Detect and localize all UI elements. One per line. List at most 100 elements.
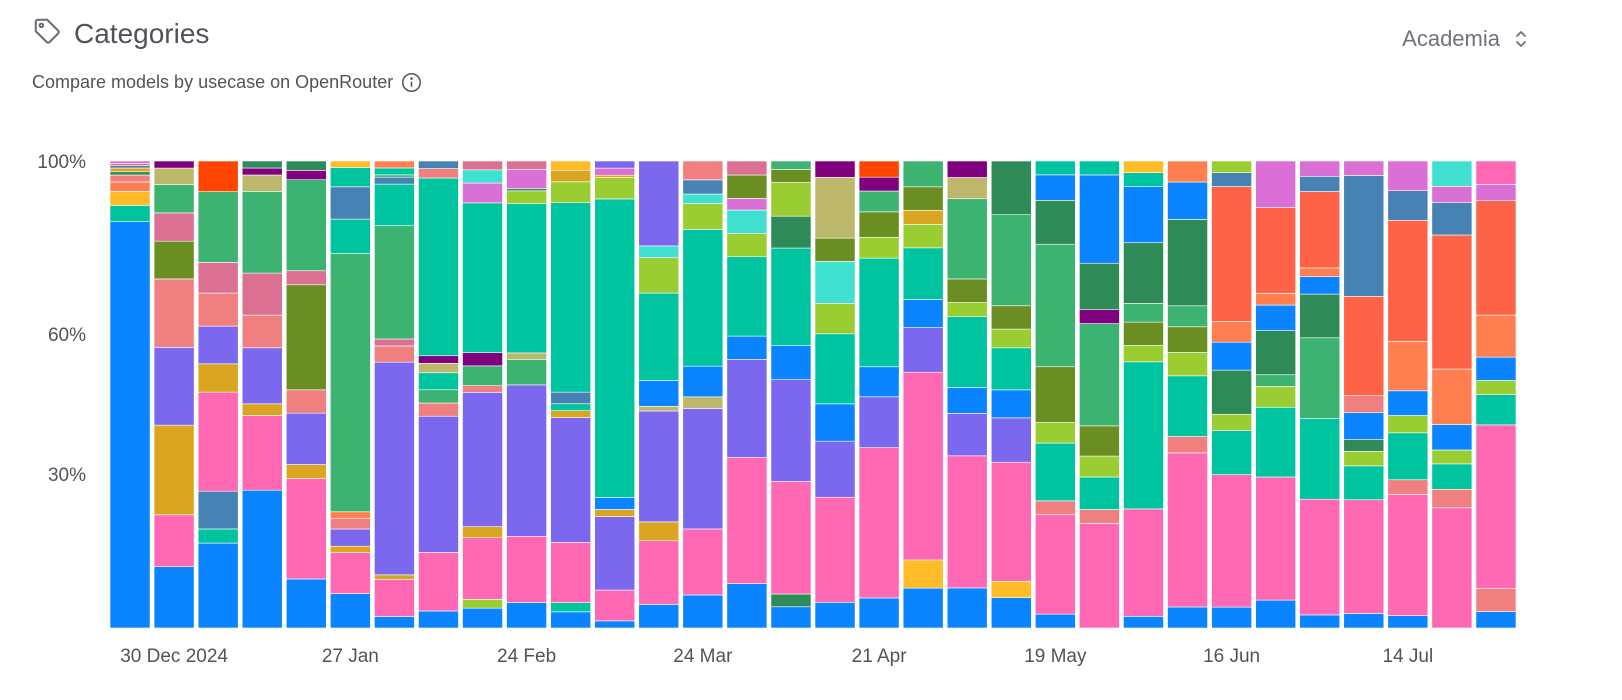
bar-segment[interactable] [330,529,370,546]
bar-segment[interactable] [242,168,282,175]
bar-segment[interactable] [1476,612,1516,628]
bar-segment[interactable] [1432,464,1472,489]
bar-segment[interactable] [859,161,899,177]
bar-segment[interactable] [374,161,414,168]
bar-segment[interactable] [947,161,987,178]
bar-segment[interactable] [110,205,150,221]
bar-segment[interactable] [991,462,1031,581]
bar-column[interactable] [815,161,855,628]
bar-column[interactable] [595,161,635,628]
bar-column[interactable] [242,161,282,628]
bar-segment[interactable] [463,170,503,183]
bar-segment[interactable] [1256,207,1296,293]
bar-segment[interactable] [374,177,414,184]
bar-segment[interactable] [374,575,414,580]
bar-segment[interactable] [727,233,767,256]
bar-column[interactable] [507,161,547,628]
bar-segment[interactable] [1079,456,1119,477]
bar-segment[interactable] [1432,203,1472,235]
bar-segment[interactable] [286,579,326,628]
bar-segment[interactable] [330,219,370,253]
bar-segment[interactable] [991,581,1031,597]
bar-segment[interactable] [639,246,679,258]
bar-column[interactable] [551,161,591,628]
bar-segment[interactable] [1212,321,1252,342]
bar-segment[interactable] [1344,396,1384,413]
bar-segment[interactable] [507,204,547,353]
bar-segment[interactable] [1432,450,1472,464]
bar-segment[interactable] [859,258,899,367]
bar-segment[interactable] [1168,161,1208,182]
bar-segment[interactable] [1388,416,1428,433]
bar-segment[interactable] [551,542,591,602]
bar-segment[interactable] [1388,480,1428,495]
bar-segment[interactable] [1300,338,1340,419]
bar-segment[interactable] [1212,431,1252,475]
bar-segment[interactable] [1344,297,1384,396]
bar-segment[interactable] [374,175,414,177]
bar-segment[interactable] [154,185,194,213]
bar-segment[interactable] [1168,376,1208,437]
bar-segment[interactable] [1123,322,1163,345]
bar-segment[interactable] [683,229,723,366]
bar-segment[interactable] [1035,367,1075,422]
bar-segment[interactable] [1344,176,1384,297]
bar-segment[interactable] [639,406,679,411]
bar-segment[interactable] [1212,475,1252,607]
bar-segment[interactable] [198,392,238,491]
bar-segment[interactable] [1300,192,1340,268]
bar-segment[interactable] [330,254,370,512]
bar-segment[interactable] [418,169,458,178]
bar-segment[interactable] [1388,616,1428,628]
bar-segment[interactable] [1300,419,1340,500]
bar-column[interactable] [1388,161,1428,628]
bar-segment[interactable] [771,169,811,182]
bar-segment[interactable] [1344,439,1384,451]
bar-segment[interactable] [815,177,855,238]
bar-segment[interactable] [286,479,326,579]
bar-segment[interactable] [1123,187,1163,243]
bar-segment[interactable] [110,191,150,205]
bar-segment[interactable] [242,315,282,348]
bar-segment[interactable] [991,329,1031,348]
bar-segment[interactable] [551,612,591,628]
bar-segment[interactable] [463,527,503,538]
bar-segment[interactable] [110,222,150,628]
bar-segment[interactable] [110,166,150,168]
bar-segment[interactable] [947,199,987,279]
bar-column[interactable] [198,161,238,628]
bar-segment[interactable] [595,498,635,510]
bar-segment[interactable] [903,299,943,327]
bar-segment[interactable] [1388,341,1428,390]
bar-column[interactable] [110,161,150,628]
bar-segment[interactable] [815,238,855,261]
bar-segment[interactable] [242,273,282,315]
bar-segment[interactable] [683,409,723,529]
bar-segment[interactable] [242,490,282,628]
bar-segment[interactable] [1388,495,1428,616]
bar-segment[interactable] [374,346,414,362]
bar-segment[interactable] [903,372,943,560]
bar-segment[interactable] [1079,263,1119,309]
bar-segment[interactable] [595,621,635,628]
bar-column[interactable] [1476,161,1516,628]
bar-segment[interactable] [551,392,591,404]
bar-segment[interactable] [1079,510,1119,524]
bar-segment[interactable] [1432,186,1472,202]
bar-segment[interactable] [771,380,811,482]
bar-segment[interactable] [1123,243,1163,304]
bar-segment[interactable] [595,175,635,177]
bar-segment[interactable] [1476,315,1516,357]
bar-segment[interactable] [727,584,767,628]
bar-segment[interactable] [1388,191,1428,221]
bar-segment[interactable] [903,187,943,210]
bar-segment[interactable] [463,386,503,393]
bar-segment[interactable] [903,560,943,588]
bar-segment[interactable] [330,187,370,219]
bar-segment[interactable] [198,161,238,192]
bar-segment[interactable] [859,237,899,258]
bar-segment[interactable] [1388,433,1428,480]
bar-segment[interactable] [1123,173,1163,187]
bar-column[interactable] [947,161,987,628]
bar-column[interactable] [463,161,503,628]
